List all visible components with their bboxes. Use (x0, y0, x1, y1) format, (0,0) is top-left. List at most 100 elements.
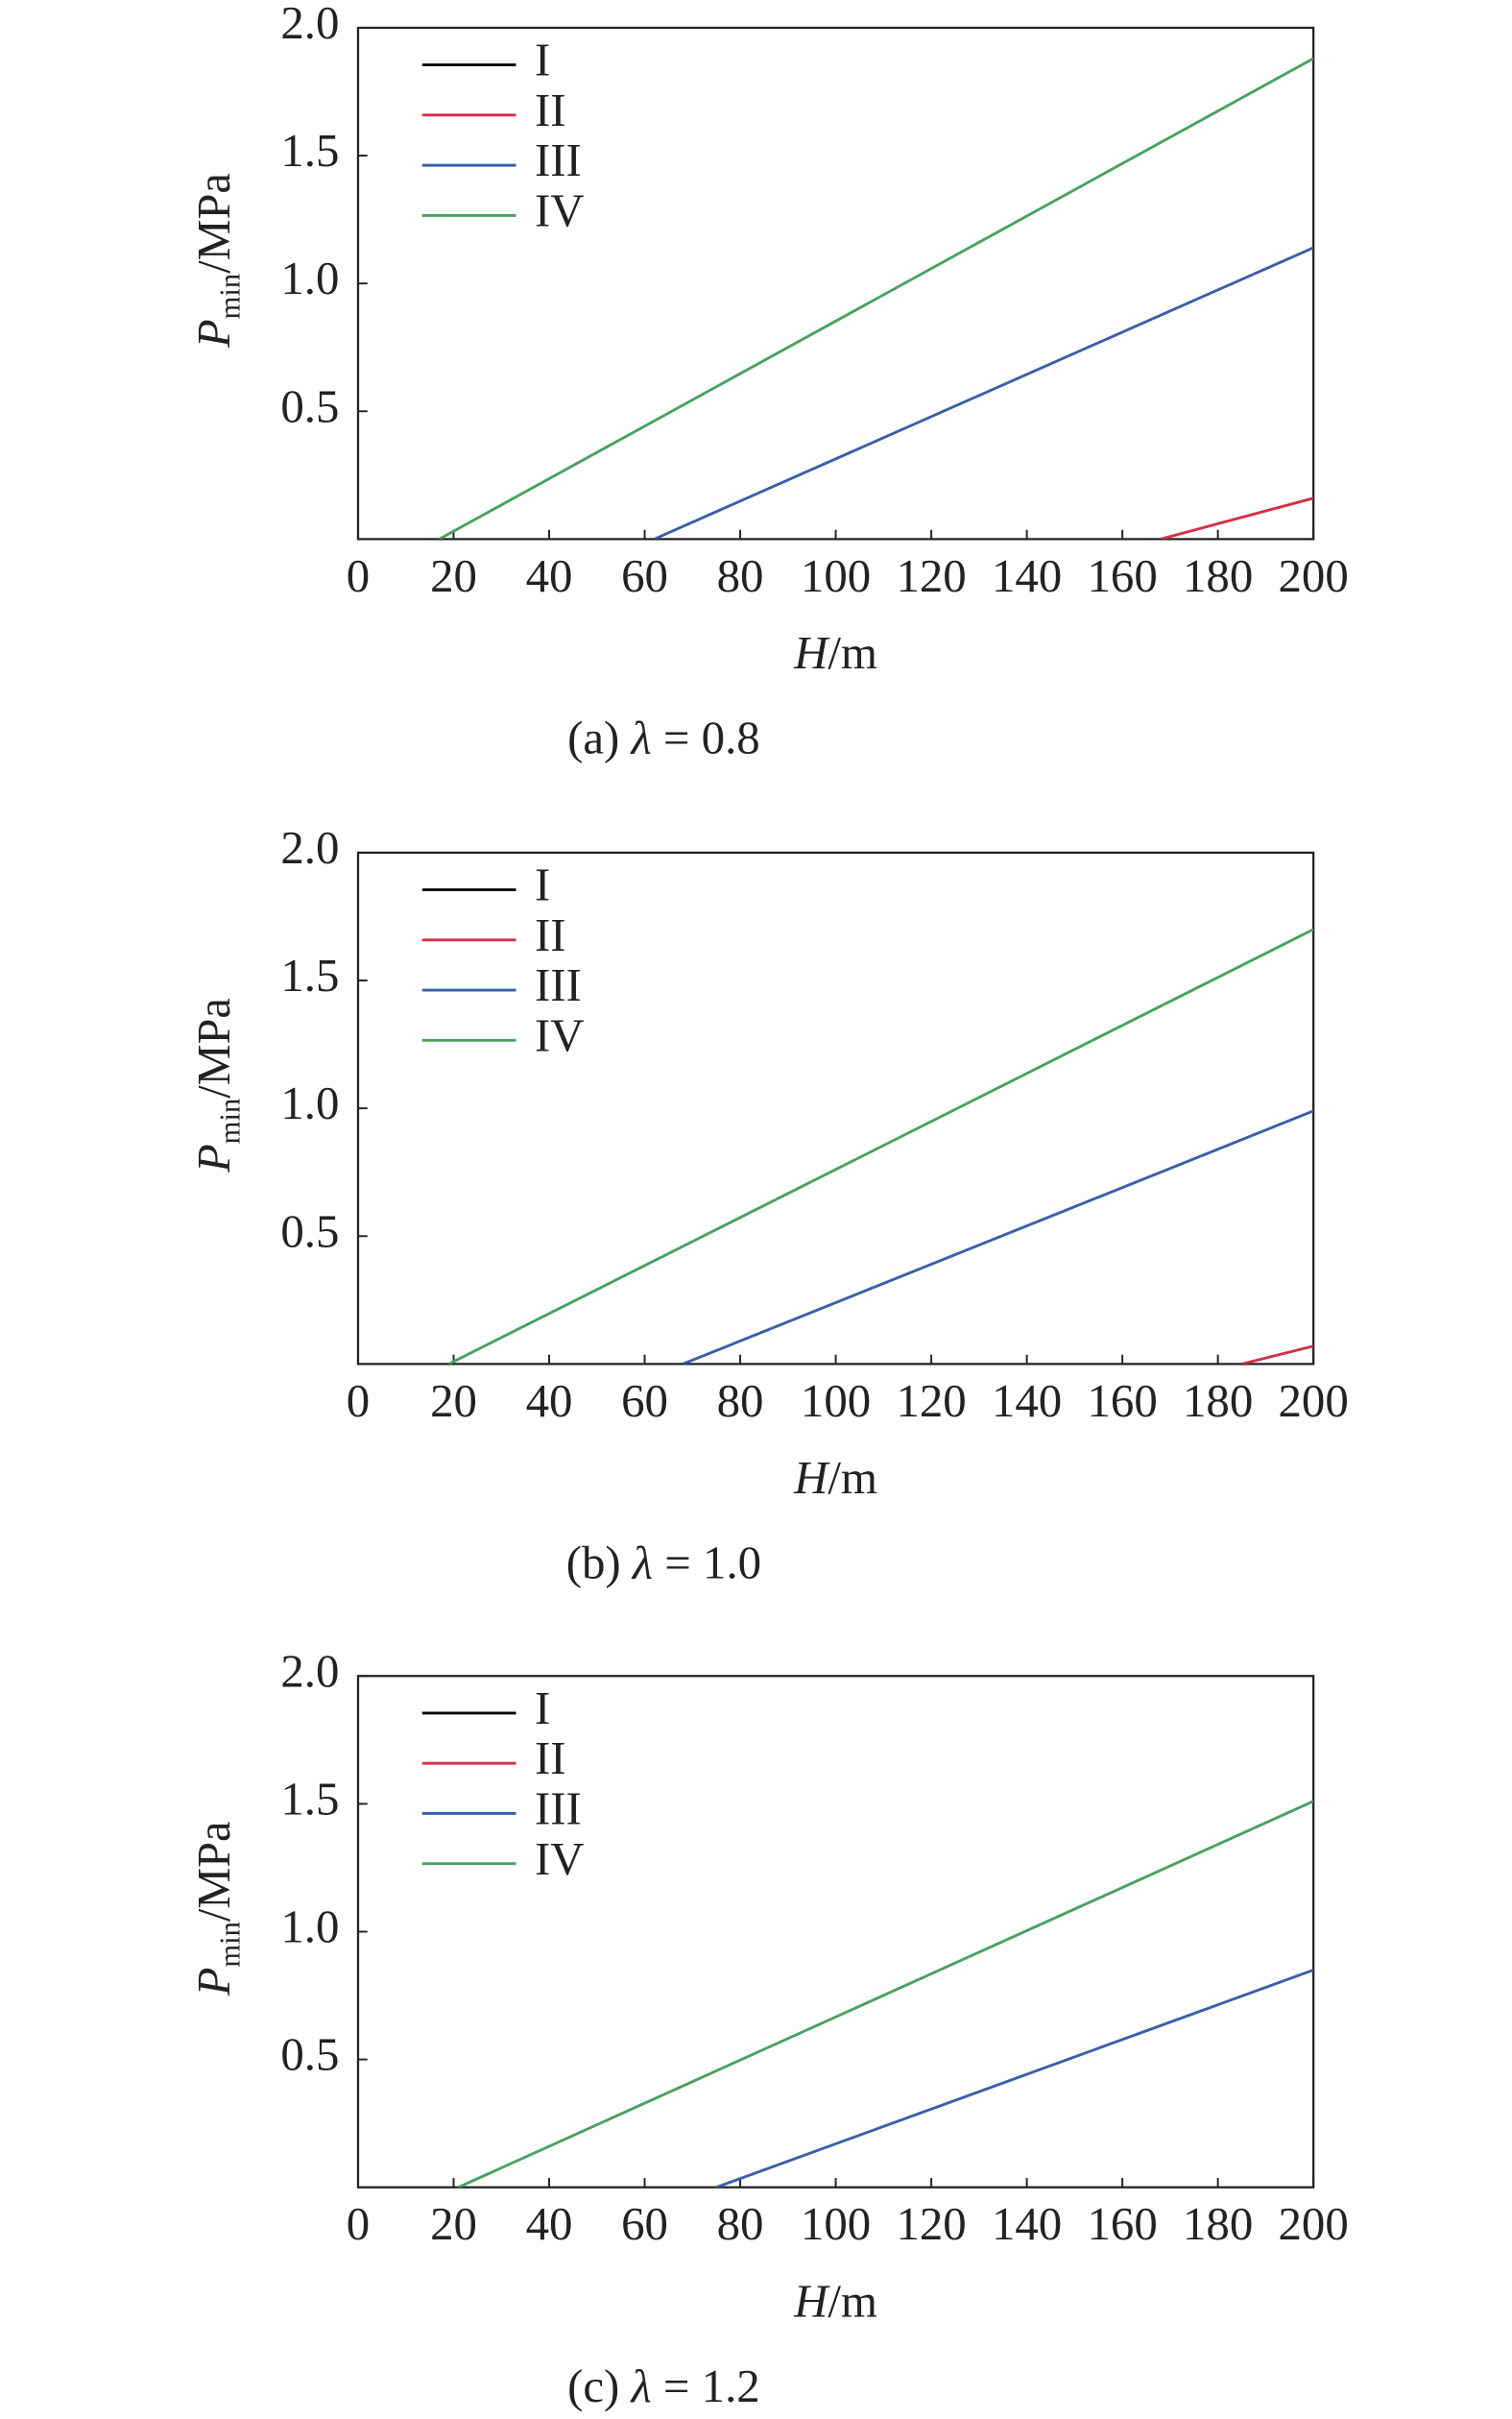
legend-label: I (535, 35, 550, 86)
caption: (c) λ = 1.2 (567, 2360, 760, 2412)
x-tick-label: 80 (717, 550, 764, 602)
x-tick-label: 20 (430, 2198, 477, 2250)
x-tick-label: 0 (347, 1375, 370, 1427)
y-label-symbol: P (188, 1144, 240, 1173)
x-tick-label: 140 (992, 2198, 1062, 2250)
x-label-symbol: H (793, 628, 830, 680)
x-tick-label: 120 (896, 2198, 966, 2250)
x-tick-label: 100 (801, 2198, 871, 2250)
x-tick-label: 160 (1087, 1375, 1157, 1427)
legend-label: I (535, 859, 550, 911)
x-tick-label: 0 (347, 550, 370, 602)
x-tick-label: 40 (526, 550, 573, 602)
y-label-unit: /MPa (188, 1822, 240, 1923)
x-tick-label: 140 (992, 550, 1062, 602)
y-tick-label: 1.0 (280, 1077, 339, 1129)
legend-label: III (535, 959, 582, 1011)
legend-label: II (535, 909, 566, 961)
legend-label: I (535, 1682, 550, 1734)
x-label-symbol: H (793, 1453, 830, 1505)
y-axis-label: Pmin/MPa (188, 1822, 247, 1997)
x-label-symbol: H (793, 2276, 830, 2328)
y-tick-label: 0.5 (280, 1206, 339, 1258)
y-tick-label: 2.0 (280, 0, 339, 49)
x-tick-label: 100 (801, 550, 871, 602)
y-tick-label: 2.0 (280, 822, 339, 874)
y-tick-label: 1.0 (280, 1901, 339, 1953)
caption: (a) λ = 0.8 (567, 713, 760, 764)
caption: (b) λ = 1.0 (566, 1537, 761, 1589)
y-axis-label: Pmin/MPa (188, 173, 247, 349)
chart-panel: 0 20 40 60 80 100 120 140 160 180 200 0.5 1.0 1.5 2.0 I… (188, 822, 1349, 1588)
legend-label: IV (535, 1833, 585, 1885)
series-line (438, 57, 1314, 540)
y-label-subscript: min (214, 274, 247, 320)
y-tick-label: 1.5 (280, 1774, 339, 1826)
y-tick-label: 1.0 (280, 254, 339, 305)
y-axis-label: Pmin/MPa (188, 998, 247, 1173)
x-tick-label: 40 (526, 1375, 573, 1427)
x-tick-label: 20 (430, 1375, 477, 1427)
y-tick-label: 0.5 (280, 2029, 339, 2081)
caption-value: = 0.8 (652, 713, 760, 764)
series-line (447, 928, 1314, 1365)
y-label-symbol: P (188, 319, 240, 348)
caption-symbol: λ (630, 713, 652, 764)
x-tick-label: 120 (896, 1375, 966, 1427)
x-tick-label: 60 (621, 1375, 668, 1427)
x-tick-label: 80 (717, 2198, 764, 2250)
y-tick-label: 2.0 (280, 1646, 339, 1698)
y-tick-label: 1.5 (280, 950, 339, 1002)
x-tick-label: 180 (1183, 550, 1253, 602)
series-line (682, 1109, 1314, 1365)
caption-prefix: (c) (567, 2360, 631, 2412)
legend-label: IV (535, 1010, 585, 1062)
x-tick-label: 200 (1279, 550, 1349, 602)
x-tick-label: 100 (801, 1375, 871, 1427)
x-axis-label: H/m (793, 2276, 877, 2328)
caption-prefix: (b) (566, 1537, 633, 1589)
plot-frame (356, 851, 1315, 1366)
x-tick-label: 60 (621, 550, 668, 602)
caption-value: = 1.2 (652, 2360, 760, 2412)
y-tick-label: 0.5 (280, 381, 339, 433)
x-axis-label: H/m (793, 1453, 877, 1505)
x-axis-label: H/m (793, 628, 877, 680)
caption-value: = 1.0 (653, 1537, 761, 1589)
y-label-subscript: min (214, 1099, 247, 1145)
x-tick-label: 200 (1279, 2198, 1349, 2250)
x-label-unit: /m (828, 2276, 877, 2328)
legend-label: II (535, 85, 566, 136)
chart-panel: 0 20 40 60 80 100 120 140 160 180 200 0.5 1.0 1.5 2.0 I… (188, 1646, 1349, 2412)
x-tick-label: 40 (526, 2198, 573, 2250)
caption-symbol: λ (631, 1537, 653, 1589)
plot-frame (356, 1675, 1315, 2189)
series-line (457, 1800, 1314, 2188)
x-tick-label: 120 (896, 550, 966, 602)
y-label-symbol: P (188, 1968, 240, 1996)
series-line (653, 246, 1314, 540)
y-tick-label: 1.5 (280, 125, 339, 177)
series-line (715, 1969, 1314, 2188)
y-label-subscript: min (214, 1922, 247, 1968)
x-tick-label: 0 (347, 2198, 370, 2250)
legend-label: III (535, 134, 582, 186)
legend-label: II (535, 1733, 566, 1785)
x-tick-label: 180 (1183, 1375, 1253, 1427)
legend-label: IV (535, 185, 585, 237)
series-line (1241, 1344, 1314, 1365)
x-label-unit: /m (828, 1453, 877, 1505)
x-tick-label: 20 (430, 550, 477, 602)
caption-prefix: (a) (567, 713, 631, 764)
x-label-unit: /m (828, 628, 877, 680)
x-tick-label: 60 (621, 2198, 668, 2250)
caption-symbol: λ (630, 2360, 652, 2412)
x-tick-label: 200 (1279, 1375, 1349, 1427)
chart-panel: 0 20 40 60 80 100 120 140 160 180 200 0.5 1.0 1.5 2.0 I… (188, 0, 1349, 764)
legend-label: III (535, 1783, 582, 1835)
series-line (1160, 496, 1314, 540)
plot-frame (356, 26, 1315, 541)
y-label-unit: /MPa (188, 998, 240, 1099)
